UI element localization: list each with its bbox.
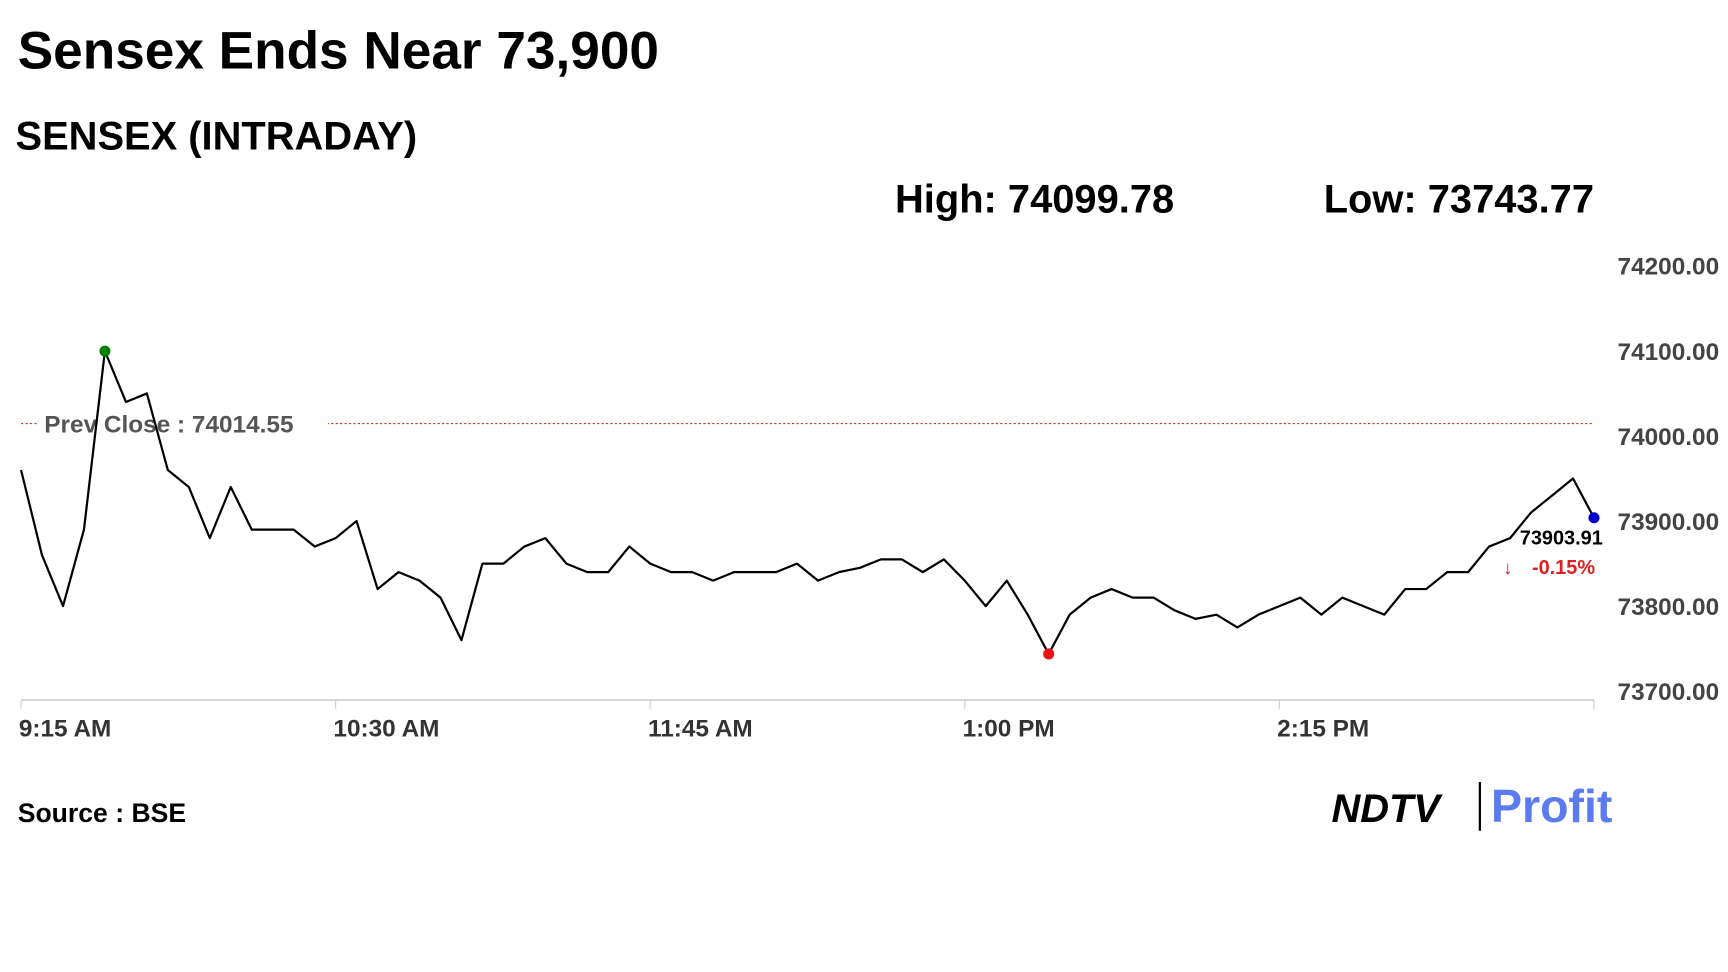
high-marker: [99, 345, 111, 357]
y-tick-label: 73800.00: [1618, 594, 1720, 621]
y-tick-label: 74100.00: [1618, 339, 1720, 366]
prev-close-label: Prev Close : 74014.55: [44, 411, 293, 438]
change-label: -0.15%: [1532, 557, 1595, 579]
x-tick-label: 11:45 AM: [648, 716, 753, 743]
low-value: 73743.77: [1428, 178, 1594, 222]
x-tick-label: 2:15 PM: [1277, 716, 1369, 743]
low-marker: [1043, 648, 1055, 660]
y-tick-label: 74200.00: [1618, 254, 1720, 281]
prev-close-text: Prev Close :: [44, 411, 185, 438]
x-tick-label: 10:30 AM: [333, 716, 439, 743]
high-label: High:: [895, 178, 997, 222]
y-tick-label: 73700.00: [1618, 679, 1720, 706]
source: Source : BSE: [18, 798, 186, 828]
chart-subtitle: SENSEX (INTRADAY): [16, 115, 418, 159]
change-arrow: ↓: [1503, 557, 1512, 578]
high-value: 74099.78: [1008, 178, 1174, 222]
high-stat: High: 74099.78: [895, 178, 1174, 222]
y-tick-label: 73900.00: [1618, 509, 1720, 536]
prev-close-bg: [37, 405, 328, 437]
logo-brand: NDTV: [1331, 787, 1443, 831]
chart-title: Sensex Ends Near 73,900: [18, 22, 659, 81]
x-tick-label: 1:00 PM: [963, 716, 1055, 743]
logo-product: Profit: [1491, 780, 1612, 832]
last-value-label: 73903.91: [1520, 527, 1603, 549]
prev-close-value: 74014.55: [192, 411, 294, 438]
low-stat: Low: 73743.77: [1324, 178, 1594, 222]
y-tick-label: 74000.00: [1618, 424, 1720, 451]
low-label: Low:: [1324, 178, 1417, 222]
last-marker: [1588, 512, 1600, 524]
price-line: [19, 350, 1595, 656]
x-tick-label: 9:15 AM: [19, 716, 112, 743]
